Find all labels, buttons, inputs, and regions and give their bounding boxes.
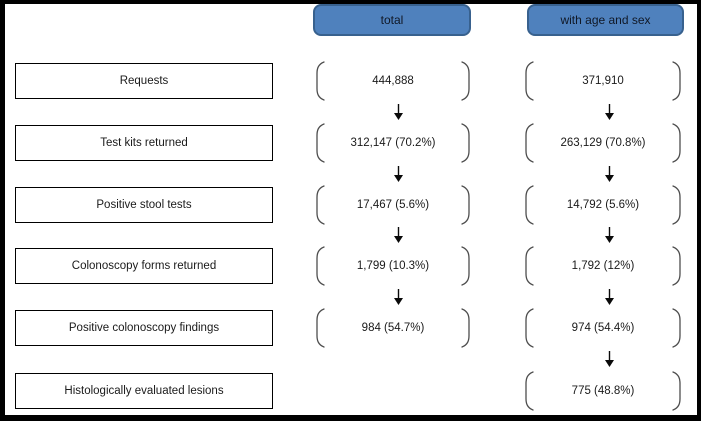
stage-box-positive-colonoscopy-findings: Positive colonoscopy findings: [15, 310, 273, 346]
right-bracket-icon: [460, 307, 473, 349]
value-cell-agesex-colonoscopy-forms: 1,792 (12%): [522, 245, 684, 287]
down-arrow-icon: [392, 166, 405, 182]
value-text: 17,467 (5.6%): [356, 199, 430, 211]
down-arrow-icon: [392, 289, 405, 305]
left-bracket-icon: [313, 122, 326, 164]
right-bracket-icon: [671, 122, 684, 164]
left-bracket-icon: [522, 245, 535, 287]
left-bracket-icon: [313, 60, 326, 102]
stage-box-requests: Requests: [15, 63, 273, 99]
down-arrow-icon: [392, 227, 405, 243]
left-bracket-icon: [522, 60, 535, 102]
value-cell-agesex-colonoscopy-findings: 974 (54.4%): [522, 307, 684, 349]
column-header-with-age-and-sex-label: with age and sex: [560, 13, 651, 27]
value-cell-agesex-test-kits: 263,129 (70.8%): [522, 122, 684, 164]
column-header-total: total: [313, 4, 471, 36]
value-text: 984 (54.7%): [361, 322, 425, 334]
right-bracket-icon: [671, 307, 684, 349]
column-header-total-label: total: [380, 13, 404, 27]
value-cell-total-colonoscopy-findings: 984 (54.7%): [313, 307, 473, 349]
left-bracket-icon: [313, 245, 326, 287]
value-cell-total-requests: 444,888: [313, 60, 473, 102]
stage-label: Histologically evaluated lesions: [64, 385, 224, 397]
right-bracket-icon: [671, 370, 684, 412]
left-bracket-icon: [522, 122, 535, 164]
stage-box-test-kits-returned: Test kits returned: [15, 125, 273, 161]
stage-label: Test kits returned: [100, 137, 188, 149]
left-bracket-icon: [522, 307, 535, 349]
left-bracket-icon: [522, 370, 535, 412]
value-text: 371,910: [582, 75, 624, 87]
value-cell-agesex-requests: 371,910: [522, 60, 684, 102]
down-arrow-icon: [603, 351, 616, 367]
value-text: 263,129 (70.8%): [560, 137, 646, 149]
right-bracket-icon: [460, 122, 473, 164]
value-text: 444,888: [372, 75, 414, 87]
down-arrow-icon: [603, 227, 616, 243]
down-arrow-icon: [603, 166, 616, 182]
column-header-with-age-and-sex: with age and sex: [527, 4, 684, 36]
down-arrow-icon: [603, 104, 616, 120]
value-cell-agesex-stool-tests: 14,792 (5.6%): [522, 184, 684, 226]
value-cell-total-colonoscopy-forms: 1,799 (10.3%): [313, 245, 473, 287]
left-bracket-icon: [522, 184, 535, 226]
down-arrow-icon: [603, 289, 616, 305]
value-cell-total-test-kits: 312,147 (70.2%): [313, 122, 473, 164]
value-cell-agesex-histology: 775 (48.8%): [522, 370, 684, 412]
stage-box-colonoscopy-forms-returned: Colonoscopy forms returned: [15, 248, 273, 284]
stage-label: Positive colonoscopy findings: [68, 322, 220, 334]
stage-label: Positive stool tests: [96, 199, 192, 211]
right-bracket-icon: [671, 184, 684, 226]
right-bracket-icon: [460, 184, 473, 226]
value-text: 775 (48.8%): [571, 385, 635, 397]
stage-label: Colonoscopy forms returned: [71, 260, 217, 272]
down-arrow-icon: [392, 104, 405, 120]
left-bracket-icon: [313, 184, 326, 226]
left-bracket-icon: [313, 307, 326, 349]
value-cell-total-stool-tests: 17,467 (5.6%): [313, 184, 473, 226]
right-bracket-icon: [671, 60, 684, 102]
value-text: 1,799 (10.3%): [356, 260, 430, 272]
stage-box-histologically-evaluated-lesions: Histologically evaluated lesions: [15, 373, 273, 409]
stage-label: Requests: [119, 75, 169, 87]
stage-box-positive-stool-tests: Positive stool tests: [15, 187, 273, 223]
value-text: 14,792 (5.6%): [566, 199, 640, 211]
right-bracket-icon: [460, 60, 473, 102]
value-text: 974 (54.4%): [571, 322, 635, 334]
right-bracket-icon: [460, 245, 473, 287]
value-text: 1,792 (12%): [571, 260, 635, 272]
value-text: 312,147 (70.2%): [350, 137, 436, 149]
right-bracket-icon: [671, 245, 684, 287]
